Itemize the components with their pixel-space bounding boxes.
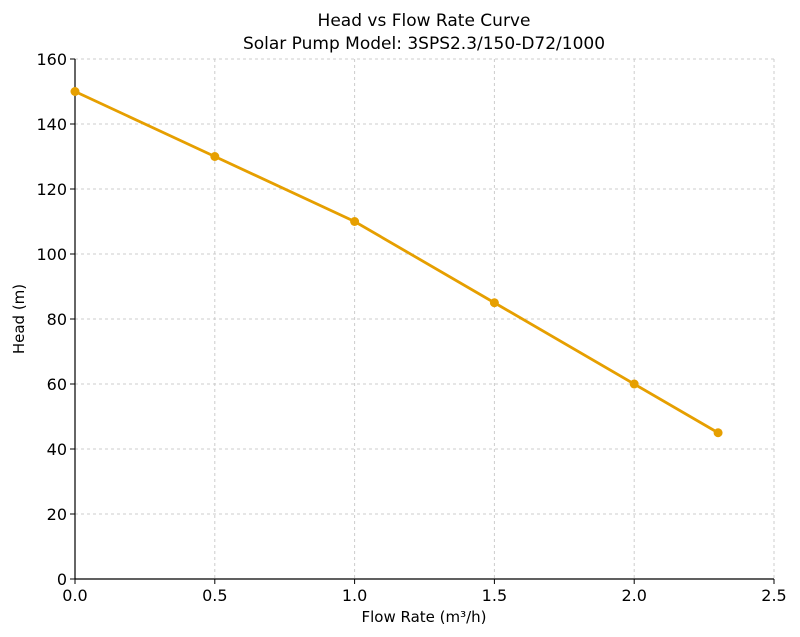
y-tick-label: 80 <box>47 310 67 329</box>
data-point <box>713 428 723 438</box>
x-tick-label: 2.0 <box>621 586 646 605</box>
x-tick-label: 0.0 <box>62 586 87 605</box>
data-point <box>489 298 499 308</box>
y-tick-label: 60 <box>47 375 67 394</box>
y-tick-label: 0 <box>57 570 67 589</box>
tick-labels: 0.0 0.5 1.0 1.5 2.0 2.5 0 20 40 60 80 100 120 140 160 <box>36 50 786 605</box>
y-axis-label: Head (m) <box>10 284 28 354</box>
x-tick-label: 1.0 <box>342 586 367 605</box>
grid <box>74 58 775 580</box>
x-tick-label: 1.5 <box>482 586 507 605</box>
y-tick-label: 140 <box>36 115 67 134</box>
series <box>70 87 723 438</box>
y-tick-label: 100 <box>36 245 67 264</box>
y-tick-label: 120 <box>36 180 67 199</box>
y-tick-label: 20 <box>47 505 67 524</box>
chart-title: Head vs Flow Rate Curve <box>318 11 531 31</box>
chart-subtitle: Solar Pump Model: 3SPS2.3/150-D72/1000 <box>243 34 605 54</box>
data-point <box>70 87 80 96</box>
x-tick-label: 2.5 <box>761 586 786 605</box>
data-point <box>629 379 639 389</box>
y-tick-label: 40 <box>47 440 67 459</box>
x-tick-label: 0.5 <box>202 586 227 605</box>
y-tick-label: 160 <box>36 50 67 69</box>
x-axis-label: Flow Rate (m³/h) <box>361 608 486 626</box>
data-point <box>210 152 220 161</box>
data-point <box>350 217 360 226</box>
series-line <box>74 90 719 434</box>
axes <box>70 58 775 584</box>
